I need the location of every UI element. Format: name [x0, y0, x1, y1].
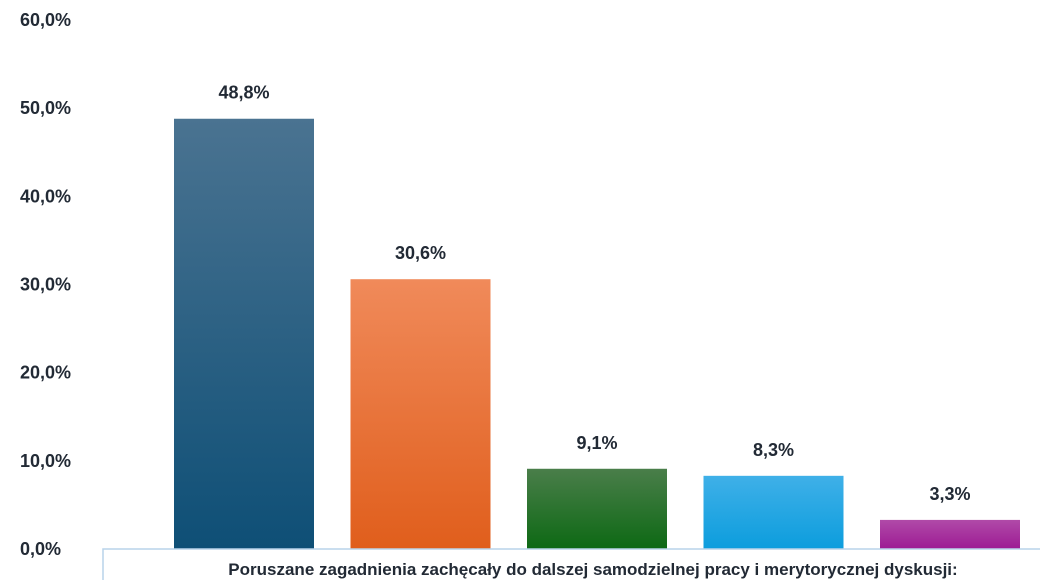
bars	[174, 118, 1020, 549]
data-labels: 48,8% 30,6% 9,1% 8,3% 3,3%	[218, 83, 970, 504]
y-tick-label: 0,0%	[20, 539, 61, 559]
bar-value-label: 30,6%	[395, 243, 446, 263]
y-tick-label: 50,0%	[20, 98, 71, 118]
bar	[350, 279, 491, 549]
x-axis-title-box	[102, 548, 1040, 580]
y-axis-ticks: 0,0% 10,0% 20,0% 30,0% 40,0% 50,0% 60,0%	[20, 10, 71, 559]
bar	[703, 475, 844, 549]
y-tick-label: 20,0%	[20, 363, 71, 383]
y-tick-label: 40,0%	[20, 186, 71, 206]
bar-value-label: 8,3%	[753, 440, 794, 460]
y-tick-label: 10,0%	[20, 451, 71, 471]
bar-value-label: 48,8%	[218, 83, 269, 103]
y-tick-label: 60,0%	[20, 10, 71, 30]
bar	[174, 118, 314, 549]
x-axis-title: Poruszane zagadnienia zachęcały do dalsz…	[228, 560, 957, 579]
y-tick-label: 30,0%	[20, 275, 71, 295]
bar	[527, 468, 667, 549]
bar-value-label: 3,3%	[929, 484, 970, 504]
bar-value-label: 9,1%	[576, 433, 617, 453]
bar	[880, 519, 1020, 549]
